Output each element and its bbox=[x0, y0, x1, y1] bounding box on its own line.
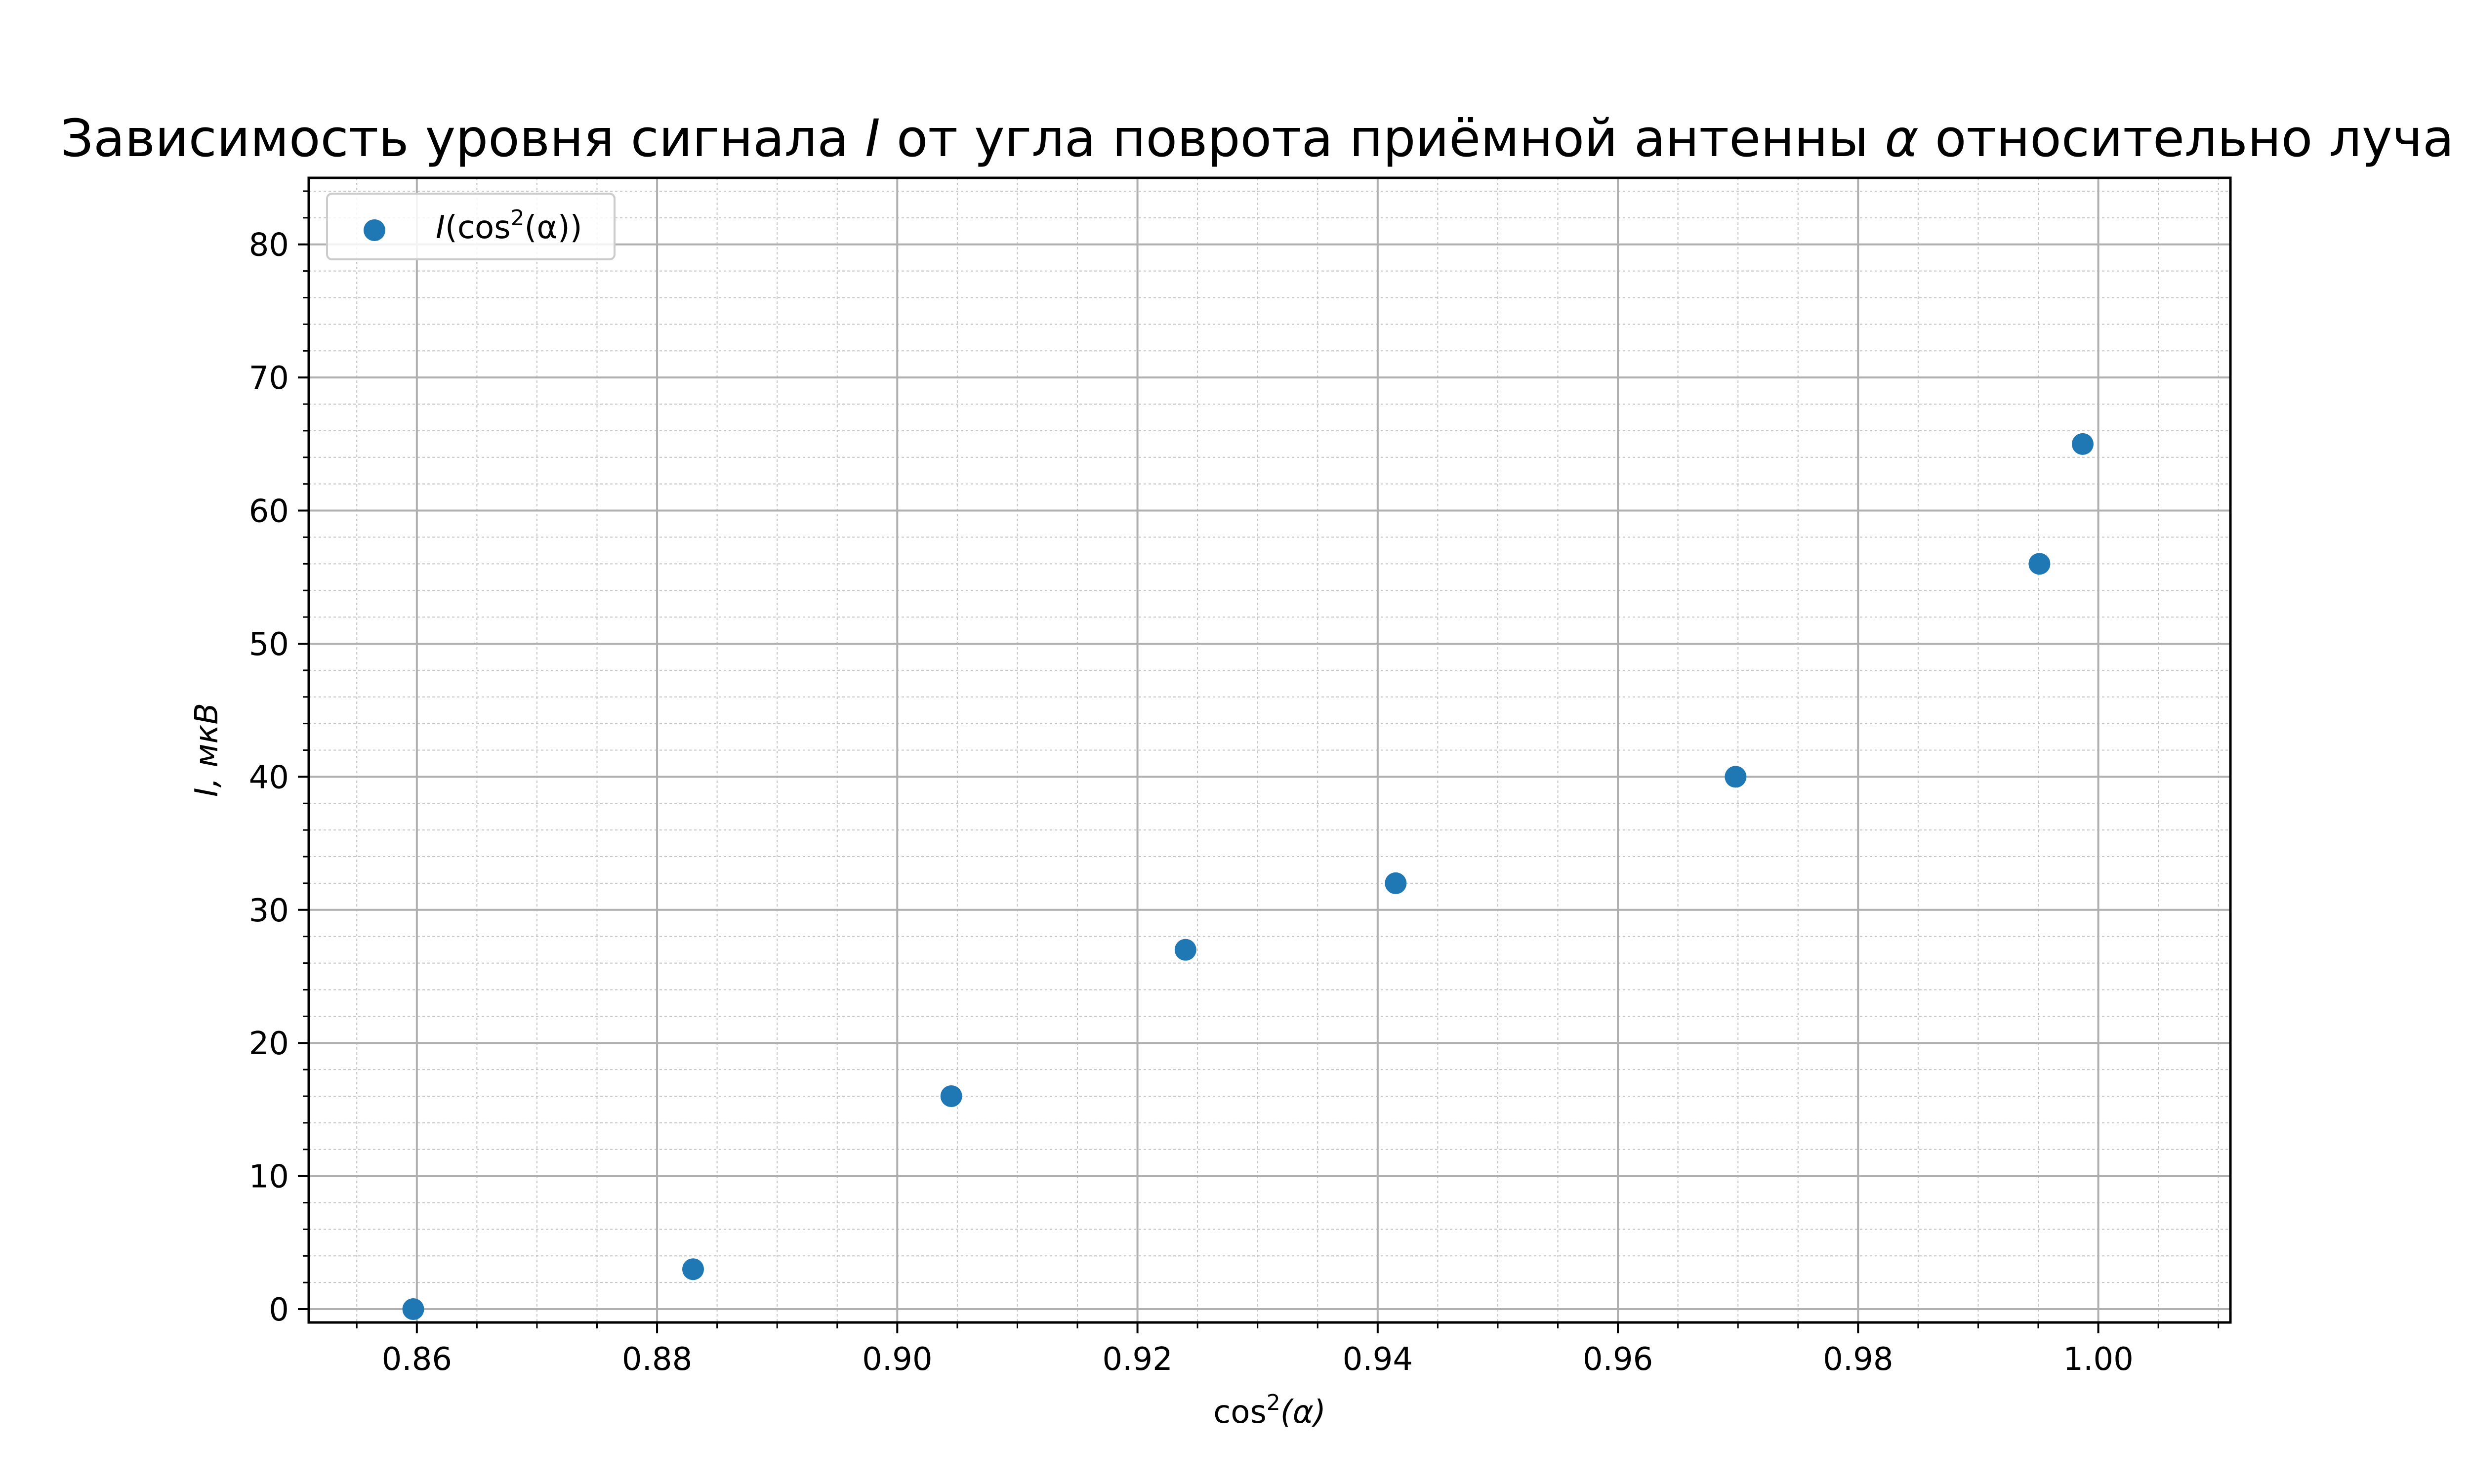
x-tick-label: 1.00 bbox=[2063, 1341, 2134, 1378]
data-point bbox=[1174, 939, 1196, 961]
title-variable-i: I bbox=[865, 108, 880, 168]
plot-area-frame bbox=[307, 176, 2232, 1324]
x-axis-ticks: 0.86 0.88 0.90 0.92 0.94 0.96 0.98 1.00 bbox=[356, 1322, 2220, 1378]
legend-label-sup: 2 bbox=[511, 206, 525, 231]
data-point bbox=[682, 1258, 704, 1280]
legend-label: I(cos2(α)) bbox=[436, 206, 582, 246]
x-tick-label: 0.94 bbox=[1343, 1341, 1413, 1378]
y-tick-label: 10 bbox=[249, 1159, 289, 1195]
y-tick-label: 70 bbox=[249, 360, 289, 397]
x-axis-label-arg: (α) bbox=[1280, 1394, 1326, 1431]
y-axis-label-unit: , мкВ bbox=[189, 703, 225, 788]
legend-marker bbox=[364, 219, 385, 241]
y-axis-label-var: I bbox=[189, 787, 225, 797]
title-part-3: относительно луча bbox=[1919, 108, 2454, 168]
x-tick-label: 0.96 bbox=[1583, 1341, 1653, 1378]
legend-label-var: I bbox=[436, 209, 445, 246]
legend-label-cos: (cos bbox=[445, 209, 511, 246]
data-point bbox=[2028, 553, 2051, 575]
data-point bbox=[940, 1085, 962, 1107]
chart-title: Зависимость уровня сигнала I от угла пов… bbox=[60, 108, 2454, 168]
scatter-points bbox=[402, 433, 2094, 1320]
x-axis-label-sup: 2 bbox=[1267, 1390, 1280, 1415]
x-tick-label: 0.98 bbox=[1823, 1341, 1894, 1378]
x-tick-label: 0.92 bbox=[1102, 1341, 1173, 1378]
y-tick-label: 40 bbox=[249, 759, 289, 796]
legend: I(cos2(α)) bbox=[326, 193, 616, 260]
data-point bbox=[1385, 872, 1407, 894]
legend-label-arg: (α)) bbox=[525, 209, 582, 246]
title-part-2: от угла поврота приёмной антенны bbox=[880, 108, 1885, 168]
x-axis-label-cos: cos bbox=[1213, 1394, 1267, 1431]
y-tick-label: 50 bbox=[249, 626, 289, 663]
title-part-1: Зависимость уровня сигнала bbox=[60, 108, 865, 168]
y-tick-label: 30 bbox=[249, 893, 289, 929]
y-axis-ticks: 0 10 20 30 40 50 60 70 80 bbox=[249, 190, 309, 1328]
legend-box bbox=[326, 193, 616, 260]
y-axis-label: I, мкВ bbox=[189, 703, 225, 797]
y-tick-label: 0 bbox=[269, 1292, 289, 1328]
x-tick-label: 0.86 bbox=[382, 1341, 453, 1378]
x-axis-label: cos2(α) bbox=[1213, 1390, 1326, 1431]
x-tick-label: 0.90 bbox=[862, 1341, 933, 1378]
title-variable-alpha: α bbox=[1885, 108, 1919, 168]
y-tick-label: 80 bbox=[249, 227, 289, 264]
y-tick-label: 20 bbox=[249, 1026, 289, 1062]
data-point bbox=[1725, 766, 1747, 788]
x-tick-label: 0.88 bbox=[622, 1341, 693, 1378]
major-grid bbox=[309, 178, 2230, 1322]
data-point bbox=[402, 1298, 424, 1320]
data-point bbox=[2071, 433, 2094, 455]
y-tick-label: 60 bbox=[249, 494, 289, 530]
